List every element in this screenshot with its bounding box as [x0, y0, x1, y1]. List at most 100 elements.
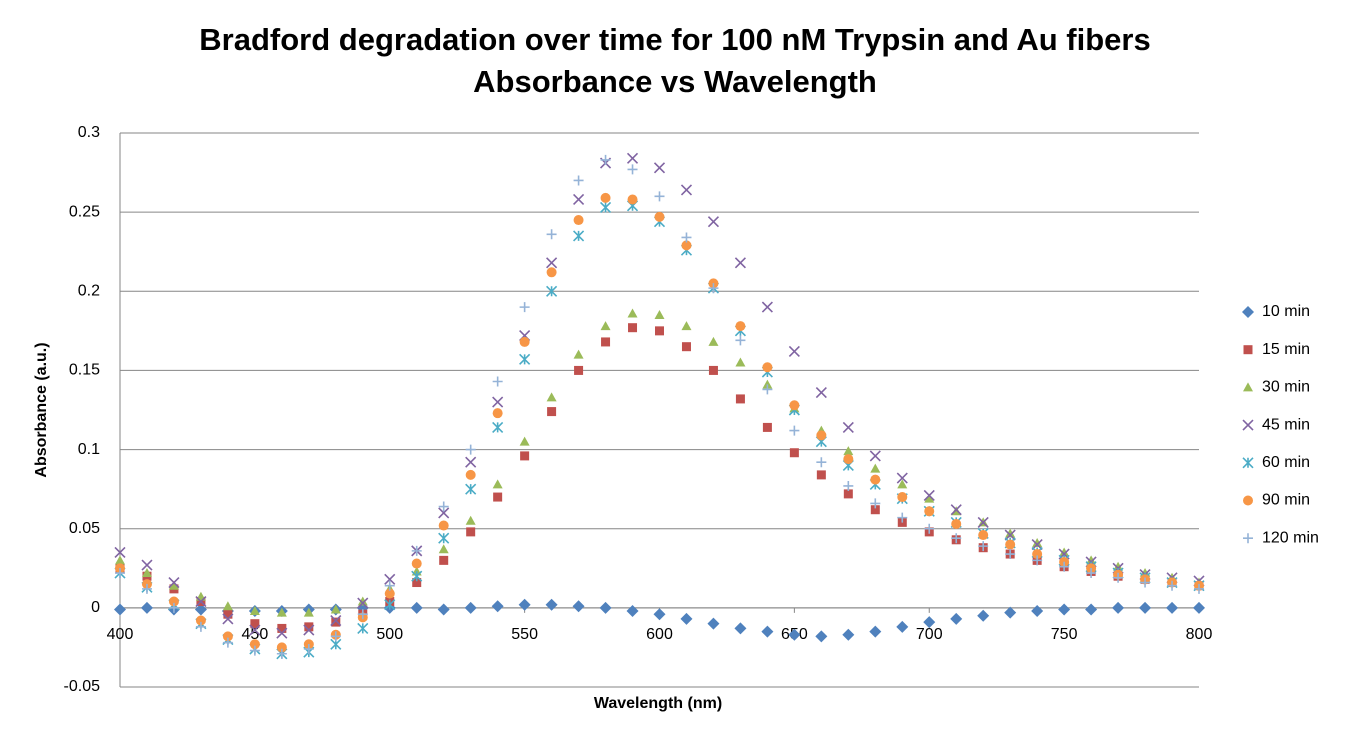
data-point — [303, 644, 314, 655]
data-point — [870, 463, 881, 473]
data-point — [573, 215, 584, 226]
data-point — [168, 596, 179, 607]
data-point — [222, 601, 233, 611]
data-point — [1005, 528, 1016, 538]
data-point — [789, 425, 800, 436]
data-point — [897, 479, 908, 489]
data-point — [653, 608, 666, 621]
data-point — [707, 216, 720, 228]
data-point — [384, 573, 396, 585]
legend-label: 10 min — [1262, 303, 1310, 320]
chart-title: Bradford degradation over time for 100 n… — [199, 22, 1150, 57]
data-point — [114, 546, 126, 559]
data-point — [222, 631, 233, 642]
data-point — [141, 559, 153, 571]
data-point — [1005, 539, 1016, 550]
data-point — [357, 609, 368, 620]
data-point — [330, 604, 341, 614]
data-point — [762, 379, 773, 389]
data-point — [411, 545, 422, 556]
data-point — [1140, 577, 1151, 588]
data-point — [762, 384, 773, 395]
data-point — [357, 596, 368, 606]
x-tick-label: 800 — [1186, 626, 1213, 643]
data-point — [1167, 580, 1178, 591]
data-point — [735, 394, 745, 404]
data-point — [627, 194, 638, 205]
data-point — [546, 257, 558, 269]
data-point — [518, 598, 531, 611]
data-point — [519, 353, 531, 365]
data-point — [977, 609, 990, 622]
data-point — [626, 605, 639, 618]
data-point — [1086, 555, 1097, 565]
data-point — [816, 470, 826, 480]
data-point — [1059, 547, 1070, 557]
data-point — [520, 451, 530, 461]
data-point — [654, 310, 665, 320]
data-point — [249, 639, 260, 650]
data-point — [734, 622, 747, 635]
data-point — [573, 230, 585, 242]
data-point — [546, 229, 557, 240]
data-point — [303, 624, 315, 636]
data-point — [547, 407, 557, 417]
data-point — [141, 583, 152, 594]
data-point — [222, 613, 234, 625]
data-point — [438, 501, 449, 512]
data-point — [978, 530, 989, 541]
data-point — [519, 302, 530, 313]
data-point — [276, 607, 287, 617]
data-point — [546, 285, 558, 297]
data-point — [464, 601, 477, 614]
data-point — [655, 326, 664, 336]
data-point — [600, 154, 611, 165]
data-point — [815, 630, 828, 643]
data-point — [762, 362, 773, 373]
data-point — [950, 504, 962, 516]
data-point — [627, 164, 638, 175]
data-point — [410, 601, 423, 614]
data-point — [573, 193, 585, 206]
data-point — [1004, 529, 1016, 541]
data-point — [573, 175, 584, 186]
legend-label: 90 min — [1262, 492, 1310, 509]
data-point — [734, 257, 746, 269]
data-point — [735, 321, 746, 332]
data-point — [304, 622, 314, 632]
legend-label: 30 min — [1262, 379, 1310, 396]
data-point — [194, 603, 207, 616]
data-point — [384, 588, 395, 599]
data-point — [924, 506, 935, 517]
data-point — [168, 580, 179, 590]
data-point — [276, 648, 287, 659]
data-point — [384, 599, 396, 611]
data-point — [491, 600, 504, 613]
data-point — [1113, 561, 1124, 571]
data-point — [546, 392, 557, 402]
data-point — [1031, 605, 1044, 618]
data-point — [869, 625, 882, 638]
legend-marker — [1242, 457, 1254, 469]
data-point — [573, 349, 584, 359]
y-tick-label: 0.05 — [69, 520, 100, 537]
data-point — [114, 603, 126, 616]
data-point — [870, 474, 881, 485]
data-point — [816, 457, 827, 468]
data-point — [1004, 606, 1017, 619]
data-point — [788, 345, 800, 357]
y-tick-label: -0.05 — [64, 678, 101, 695]
data-point — [843, 489, 853, 499]
data-point — [600, 192, 611, 203]
data-point — [195, 615, 206, 626]
data-point — [924, 493, 935, 503]
data-point — [950, 612, 963, 625]
y-tick-label: 0.2 — [78, 283, 100, 300]
x-tick-label: 400 — [107, 626, 134, 643]
data-point — [466, 527, 476, 537]
data-point — [195, 595, 207, 608]
data-point — [843, 480, 854, 491]
data-point — [492, 479, 503, 489]
data-point — [680, 612, 693, 625]
